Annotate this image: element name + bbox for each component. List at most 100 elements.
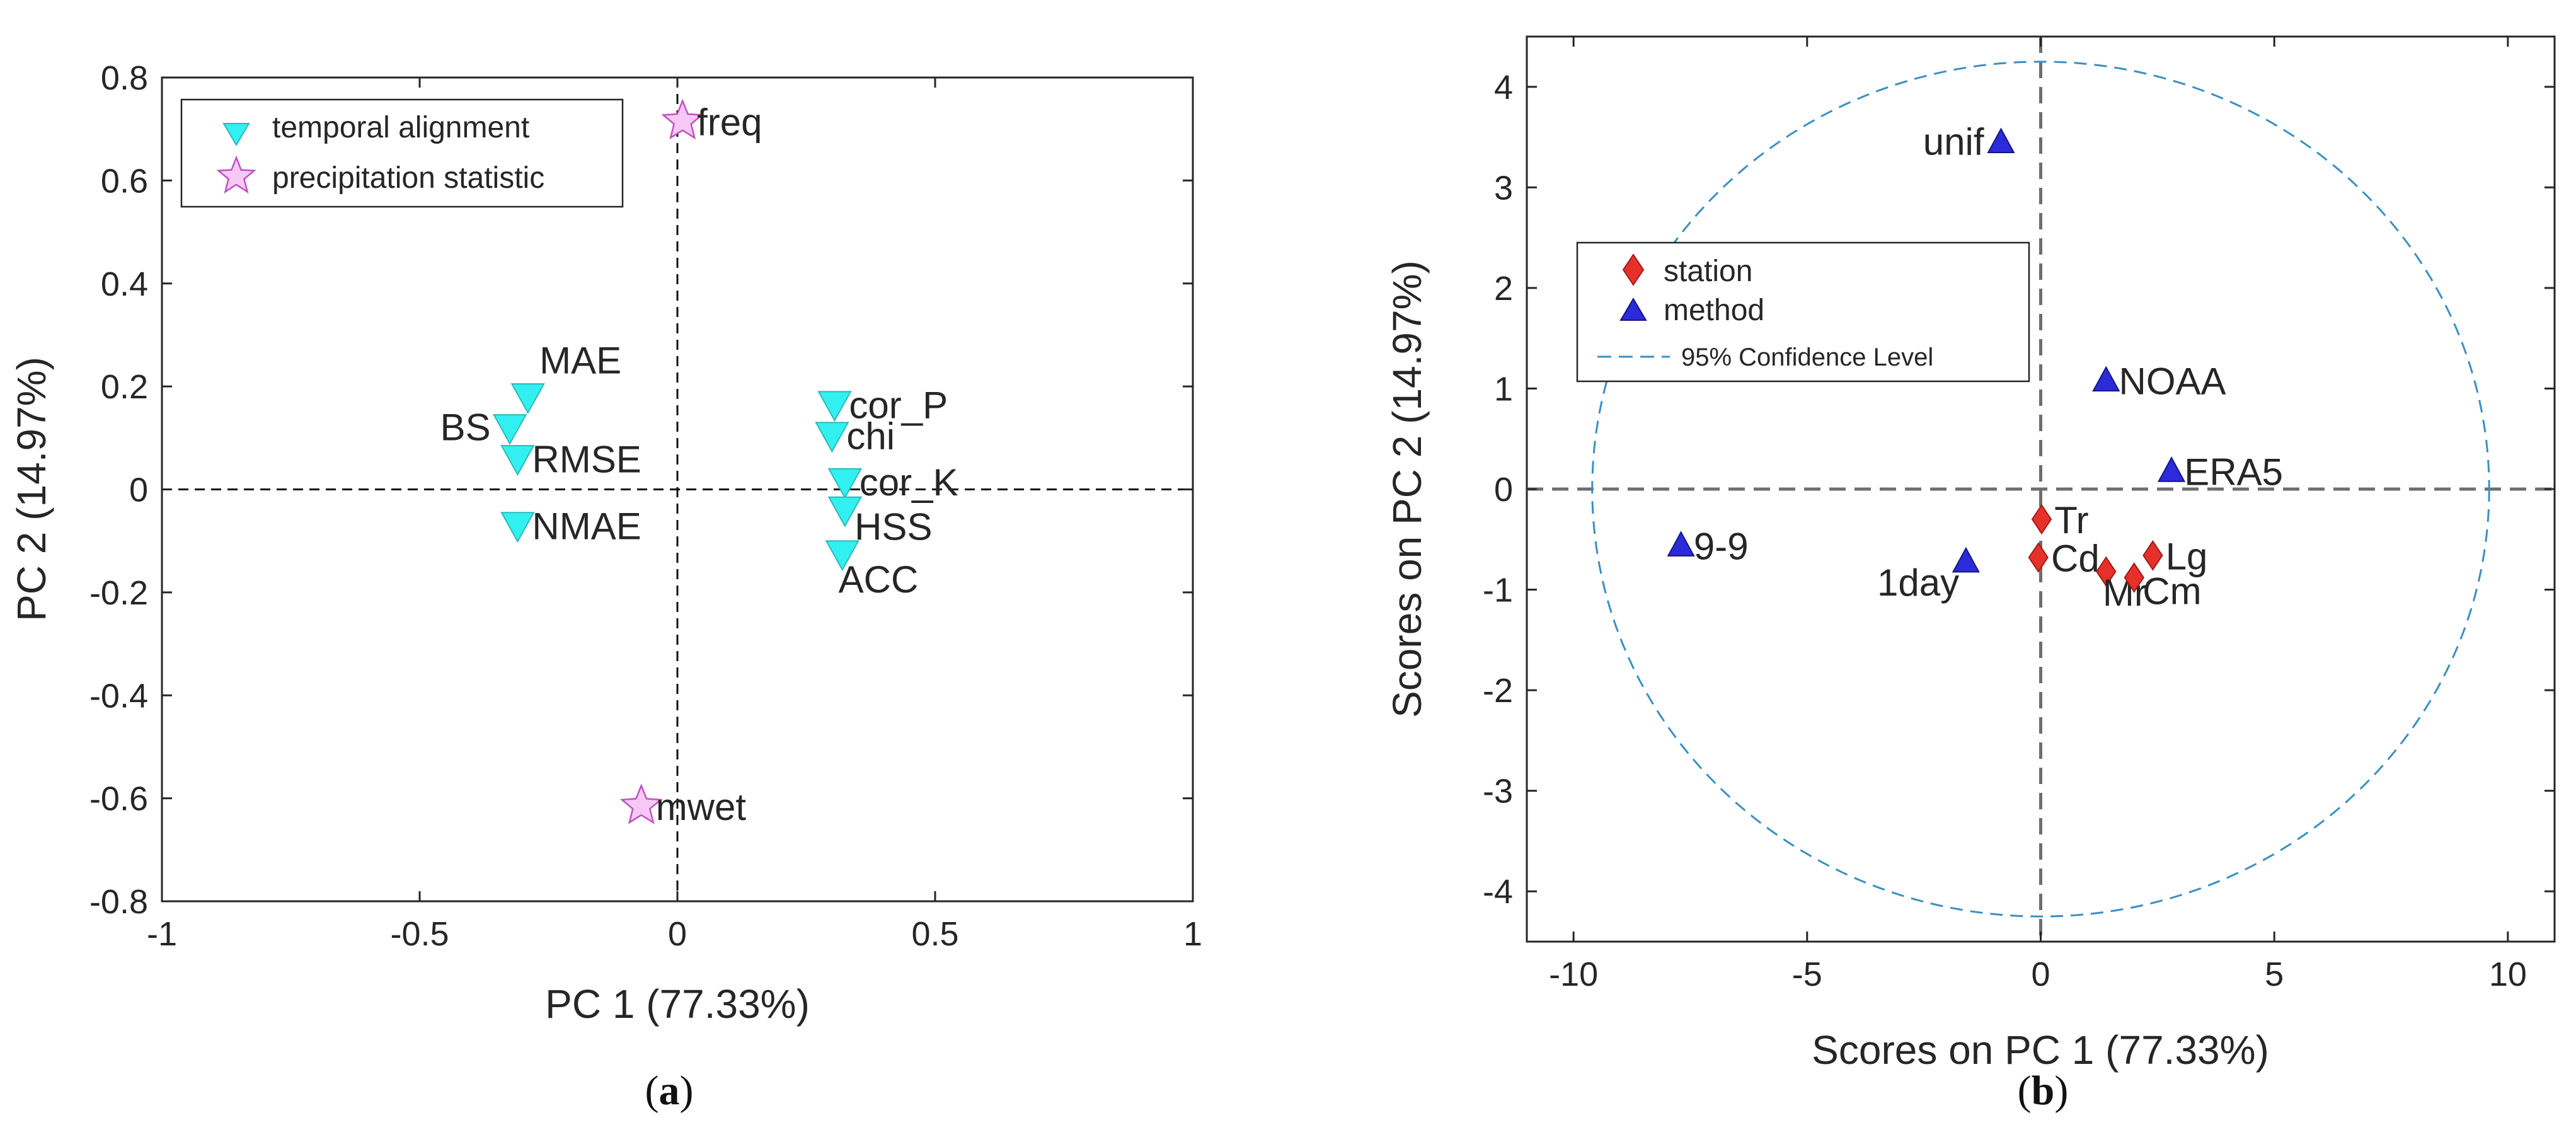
data-point-hss [827,496,863,528]
point-label-lg: Lg [2166,535,2208,577]
panel-a-y-ticks: -0.8 -0.6 -0.4 -0.2 0 0.2 0.4 0.6 0.8 [89,59,1193,921]
point-label-9-9: 9-9 [1694,525,1749,567]
point-label-chi: chi [846,415,895,458]
data-point-nmae [500,512,535,543]
panel-a-y-axis-label: PC 2 (14.97%) [9,357,54,621]
point-label-1day: 1day [1877,562,1959,604]
data-point-cd [2028,542,2049,573]
x-tick-label: -10 [1549,955,1598,993]
data-point-cm [2124,562,2144,593]
data-point-mr [2096,556,2117,587]
data-point-chi [815,422,849,453]
data-point-noaa [2092,366,2120,392]
y-tick-label: -0.8 [89,883,148,921]
data-point-rmse [500,445,535,476]
y-tick-label: -0.2 [89,574,148,612]
y-tick-label: 2 [1494,270,1513,308]
panel-b-caption-close: ) [2054,1068,2068,1114]
legend-diamond-icon [1622,253,1645,286]
legend-star-icon [216,155,256,194]
x-tick-label: 0 [668,915,687,953]
legend-triangle-up-icon [1619,297,1647,321]
panel-b-legend: station method 95% Confidence Level [1576,241,2030,383]
panel-b-y-axis-label: Scores on PC 2 (14.97%) [1384,260,1430,718]
panel-b-caption-letter: b [2032,1068,2055,1114]
panel-a-legend-label-2: precipitation statistic [272,161,544,195]
point-label-rmse: RMSE [532,439,641,481]
y-tick-label: 4 [1494,69,1513,107]
data-point-acc [825,540,860,572]
point-label-mwet: mwet [656,786,747,828]
y-tick-label: -4 [1483,873,1513,911]
data-point-lg [2142,540,2163,571]
point-label-tr: Tr [2054,499,2088,541]
y-tick-label: 0.8 [101,59,148,97]
point-label-era5: ERA5 [2184,451,2283,493]
data-point-unif [1987,127,2015,154]
y-tick-label: -0.4 [89,677,148,715]
panel-b-legend-label-1: station [1664,255,1752,288]
point-label-bs: BS [440,407,491,449]
y-tick-label: -3 [1483,773,1513,811]
panel-b-legend-box [1576,241,2030,383]
y-tick-label: 3 [1494,169,1513,207]
point-label-freq: freq [697,101,762,143]
y-tick-label: 0.4 [101,265,148,303]
point-label-cm: Cm [2142,570,2201,612]
x-tick-label: 1 [1183,915,1202,953]
panel-b-legend-label-2: method [1664,294,1764,327]
panel-a-caption-letter: a [659,1068,680,1114]
panel-a-legend-label-1: temporal alignment [272,111,529,144]
y-tick-label: 0 [129,471,148,509]
data-point-9-9 [1667,531,1695,557]
point-label-hss: HSS [854,506,932,548]
panel-a-caption-close: ) [680,1068,694,1114]
y-tick-label: 0.6 [101,162,148,200]
point-label-cor-k: cor_K [860,461,958,504]
panel-b-x-ticks: -10 -5 0 5 10 [1549,37,2527,993]
point-label-noaa: NOAA [2119,361,2226,403]
y-tick-label: -1 [1483,572,1513,609]
panel-a-legend-box [180,98,624,208]
data-point-mae [510,383,545,415]
x-tick-label: -0.5 [390,915,449,953]
y-tick-label: -0.6 [89,780,148,818]
y-tick-label: 1 [1494,370,1513,408]
x-tick-label: 0 [2031,955,2050,993]
data-point-cor-k [827,468,863,499]
panel-a-caption-open: ( [645,1068,659,1114]
point-label-acc: ACC [839,558,919,601]
y-tick-label: 0.2 [101,368,148,406]
y-tick-label: 0 [1494,471,1513,509]
panel-b-caption: (b) [2018,1068,2069,1114]
panel-b-y-ticks: -4 -3 -2 -1 0 1 2 3 4 [1483,69,2555,911]
data-point-mwet [619,783,663,824]
x-tick-label: -1 [147,915,177,953]
panel-b-x-axis-label: Scores on PC 1 (77.33%) [1812,1027,2269,1073]
point-label-cor-p: cor_P [849,384,948,427]
confidence-ellipse [1591,61,2490,918]
data-point-cor-p [817,391,852,422]
y-tick-label: -2 [1483,672,1513,710]
panel-a-caption: (a) [645,1068,694,1114]
data-point-1day [1952,546,1980,573]
panel-a-legend: temporal alignment precipitation statist… [180,98,624,208]
panel-a-x-axis-label: PC 1 (77.33%) [545,981,810,1027]
point-label-cd: Cd [2051,538,2100,580]
data-point-freq [661,98,704,140]
panel-b-legend-label-3: 95% Confidence Level [1681,343,1933,371]
panel-a: -1 -0.5 0 0.5 1 -0.8 -0.6 -0.4 -0.2 0 0.2 0.4 0.6 0.… [9,59,1202,1114]
data-point-bs [492,414,527,446]
x-tick-label: 5 [2265,955,2284,993]
x-tick-label: -5 [1792,955,1822,993]
point-label-mae: MAE [539,340,621,382]
data-point-tr [2031,504,2052,535]
x-tick-label: 0.5 [911,915,958,953]
panel-b-caption-open: ( [2018,1068,2032,1114]
x-tick-label: 10 [2489,955,2527,993]
data-point-era5 [2157,456,2186,482]
panel-a-x-ticks: -1 -0.5 0 0.5 1 [147,78,1202,953]
